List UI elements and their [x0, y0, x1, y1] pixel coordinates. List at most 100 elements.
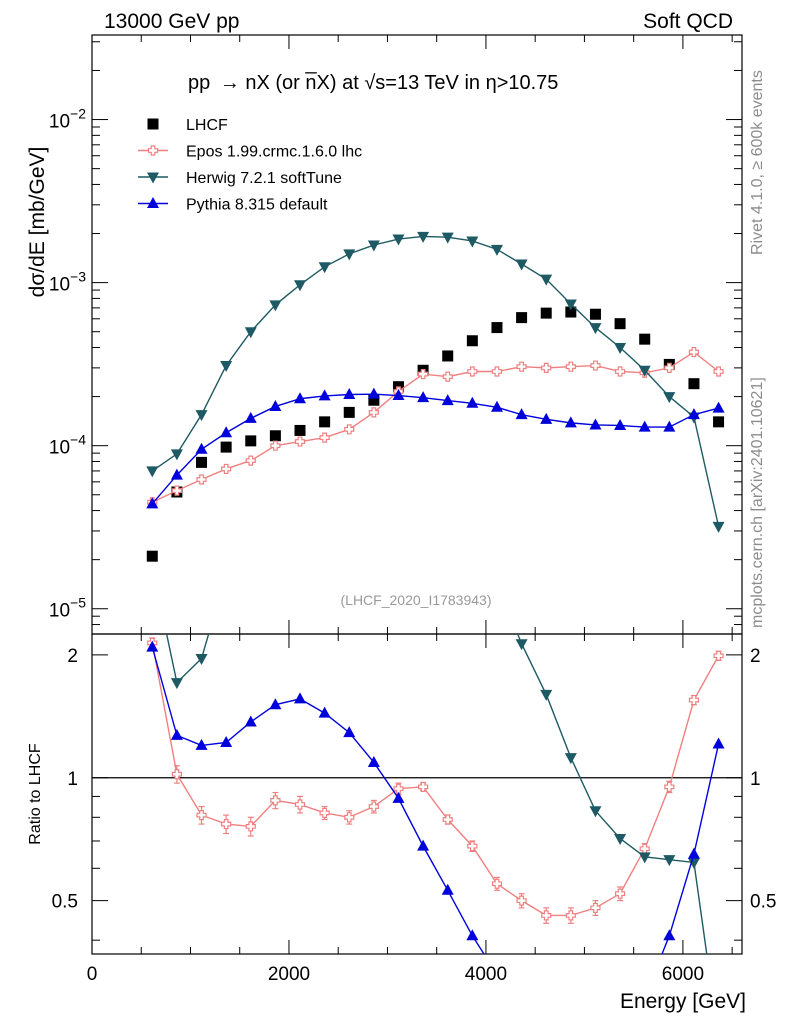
epos-1-99-crmc-1-6-0-lhc-ratio-point	[639, 843, 650, 854]
y-tick-label-ratio-left: 2	[67, 646, 78, 667]
herwig-7-2-1-softtune-ratio-point	[491, 579, 503, 590]
y-tick-label-ratio-left: 0.5	[52, 892, 78, 913]
epos-1-99-crmc-1-6-0-lhc-ratio-point	[713, 650, 724, 661]
epos-1-99-crmc-1-6-0-lhc-ratio-point	[393, 783, 404, 794]
legend-marker-herwig-7-2-1-softtune	[147, 172, 159, 184]
epos-1-99-crmc-1-6-0-lhc-ratio-point	[541, 910, 552, 921]
x-tick-label: 2000	[268, 964, 310, 985]
pythia-8-315-default-main-line	[151, 393, 719, 505]
pythia-8-315-default-main-point	[146, 497, 159, 509]
epos-1-99-crmc-1-6-0-lhc-main-point	[294, 436, 306, 447]
pythia-8-315-default-main-point	[490, 400, 503, 412]
pythia-8-315-default-ratio-point	[687, 847, 700, 859]
herwig-7-2-1-softtune-ratio-point	[343, 376, 355, 387]
lhcf-main-point	[146, 550, 158, 562]
epos-1-99-crmc-1-6-0-lhc-ratio-point	[491, 878, 503, 889]
pythia-8-315-default-ratio-point	[466, 929, 479, 941]
lhcf-main-point	[343, 406, 355, 418]
pythia-8-315-default-main-point	[441, 394, 454, 406]
pythia-8-315-default-ratio-point	[663, 929, 676, 941]
epos-1-99-crmc-1-6-0-lhc-main-point	[590, 360, 601, 371]
pythia-8-315-default-main-point	[343, 387, 356, 399]
epos-1-99-crmc-1-6-0-lhc-main-point	[344, 424, 355, 435]
tick-labels: 0 2000 4000 6000 10−2 10−3 10−4 10−5 0.5 0.5 1 1 2 2	[49, 106, 777, 985]
ratio-plot-frame	[91, 633, 743, 955]
herwig-7-2-1-softtune-ratio-point	[515, 639, 528, 651]
pythia-8-315-default-main-point	[663, 420, 676, 432]
herwig-7-2-1-softtune-main-point	[417, 231, 430, 243]
lhcf-main-point	[466, 335, 478, 347]
pythia-8-315-default-main-point	[589, 418, 602, 430]
pythia-8-315-default-main-point	[294, 392, 306, 404]
pythia-8-315-default-main-point	[244, 411, 257, 423]
epos-1-99-crmc-1-6-0-lhc-ratio-point	[171, 769, 182, 780]
herwig-7-2-1-softtune-ratio-point	[663, 855, 676, 867]
herwig-7-2-1-softtune-main-point	[515, 259, 528, 271]
lhcf-main-point	[269, 430, 281, 442]
epos-1-99-crmc-1-6-0-lhc-main-point	[541, 362, 552, 373]
epos-1-99-crmc-1-6-0-lhc-main-point	[270, 440, 281, 451]
epos-1-99-crmc-1-6-0-lhc-ratio-point	[442, 814, 453, 825]
lhcf-main-point	[614, 318, 626, 330]
pythia-8-315-default-ratio-point	[712, 737, 725, 749]
y-tick-label-main: 10−2	[49, 106, 86, 133]
lhcf-main-point	[589, 308, 601, 320]
pythia-8-315-default-main-point	[318, 389, 331, 401]
pythia-8-315-default-ratio-point	[170, 728, 183, 740]
epos-1-99-crmc-1-6-0-lhc-ratio-point	[196, 810, 207, 821]
herwig-7-2-1-softtune-main-point	[614, 343, 627, 355]
herwig-7-2-1-softtune-main-point	[392, 234, 405, 246]
pythia-8-315-default-main-point	[540, 412, 553, 424]
epos-1-99-crmc-1-6-0-lhc-main-point	[196, 474, 207, 485]
epos-1-99-crmc-1-6-0-lhc-ratio-point	[270, 795, 281, 806]
x-tick-label: 6000	[662, 964, 704, 985]
legend-marker-pythia-8-315-default	[147, 197, 159, 208]
pythia-8-315-default-ratio-point	[244, 715, 257, 727]
pythia-8-315-default-ratio-point	[367, 755, 380, 767]
pythia-8-315-default-ratio-point	[516, 1017, 528, 1024]
pythia-8-315-default-main-point	[392, 389, 405, 401]
pythia-8-315-default-main-point	[712, 401, 725, 413]
x-axis-label: Energy [GeV]	[620, 990, 746, 1013]
epos-1-99-crmc-1-6-0-lhc-ratio-point	[245, 821, 256, 832]
herwig-7-2-1-softtune-main-point	[712, 521, 725, 533]
process-category-label: Soft QCD	[643, 10, 733, 33]
pythia-8-315-default-main-point	[367, 387, 380, 399]
epos-1-99-crmc-1-6-0-lhc-main-point	[245, 455, 256, 466]
herwig-7-2-1-softtune-ratio-point	[220, 569, 232, 580]
pythia-8-315-default-ratio-point	[417, 839, 430, 851]
epos-1-99-crmc-1-6-0-lhc-ratio-point	[319, 807, 330, 819]
legend-label-herwig-7-2-1-softtune: Herwig 7.2.1 softTune	[186, 170, 342, 187]
herwig-7-2-1-softtune-main-point	[441, 232, 454, 244]
beam-energy-label: 13000 GeV pp	[104, 10, 239, 33]
epos-1-99-crmc-1-6-0-lhc-main-point	[664, 362, 675, 373]
legend-label-lhcf: LHCF	[186, 117, 228, 134]
epos-1-99-crmc-1-6-0-lhc-ratio-point	[664, 781, 675, 792]
herwig-7-2-1-softtune-ratio-point	[442, 476, 454, 487]
epos-1-99-crmc-1-6-0-lhc-ratio-point	[516, 895, 527, 906]
herwig-7-2-1-softtune-ratio-point	[294, 409, 306, 420]
epos-1-99-crmc-1-6-0-lhc-ratio-point	[614, 888, 626, 899]
epos-1-99-crmc-1-6-0-lhc-main-point	[713, 366, 724, 377]
epos-1-99-crmc-1-6-0-lhc-main-point	[565, 361, 576, 372]
epos-1-99-crmc-1-6-0-lhc-main-point	[442, 371, 453, 382]
herwig-7-2-1-softtune-main-point	[146, 466, 159, 478]
epos-1-99-crmc-1-6-0-lhc-ratio-point	[368, 801, 379, 812]
y-tick-label-main: 10−4	[49, 432, 86, 459]
herwig-7-2-1-softtune-ratio-point	[687, 857, 700, 869]
herwig-7-2-1-softtune-ratio-point	[392, 405, 404, 416]
epos-1-99-crmc-1-6-0-lhc-main-point	[467, 366, 478, 377]
pythia-8-315-default-ratio-point	[269, 698, 282, 710]
lhcf-main-point	[368, 394, 380, 406]
y-axis-label-main: dσ/dE [mb/GeV]	[26, 147, 49, 298]
pythia-8-315-default-main-point	[417, 391, 430, 403]
epos-1-99-crmc-1-6-0-lhc-ratio-point	[294, 799, 306, 810]
epos-1-99-crmc-1-6-0-lhc-main-point	[418, 368, 429, 380]
ratio-series-layer	[146, 376, 725, 1024]
analysis-id-label: (LHCF_2020_I1783943)	[341, 592, 492, 608]
main-series-layer	[146, 231, 725, 562]
herwig-7-2-1-softtune-ratio-line	[165, 634, 708, 954]
epos-1-99-crmc-1-6-0-lhc-main-point	[491, 366, 503, 377]
epos-1-99-crmc-1-6-0-lhc-main-point	[368, 407, 379, 418]
